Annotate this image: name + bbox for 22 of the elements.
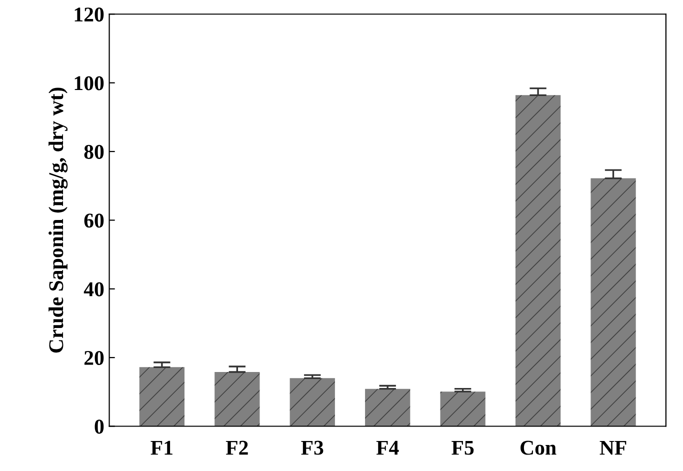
x-tick-label: Con <box>520 440 556 455</box>
y-tick-label: 20 <box>84 350 104 365</box>
bar <box>214 372 260 426</box>
x-tick-label: F3 <box>301 440 324 455</box>
y-tick-label: 40 <box>84 282 104 296</box>
x-tick-label: F1 <box>150 440 172 455</box>
y-tick-label: 80 <box>84 144 104 159</box>
bar <box>440 392 486 426</box>
bar <box>290 378 335 426</box>
y-tick-label: 120 <box>74 8 104 22</box>
bar <box>139 367 184 426</box>
bar <box>365 388 410 426</box>
x-tick-label: F4 <box>376 440 399 455</box>
x-tick-label: F5 <box>452 440 474 455</box>
bar <box>515 95 561 426</box>
y-tick-label: 0 <box>94 420 104 434</box>
bar <box>590 178 636 426</box>
y-axis-title: Crude Saponin (mg/g, dry wt) <box>48 88 68 353</box>
y-tick-label: 60 <box>84 214 104 228</box>
x-tick-label: F2 <box>226 440 248 455</box>
y-tick-label: 100 <box>74 76 104 90</box>
x-tick-label: NF <box>600 440 626 455</box>
